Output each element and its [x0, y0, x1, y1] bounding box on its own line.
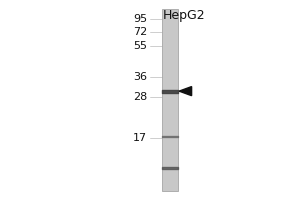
Text: HepG2: HepG2 [163, 9, 206, 22]
Text: 55: 55 [133, 41, 147, 51]
Text: 28: 28 [133, 92, 147, 102]
Text: 72: 72 [133, 27, 147, 37]
Text: 17: 17 [133, 133, 147, 143]
Polygon shape [179, 87, 192, 96]
Text: 36: 36 [133, 72, 147, 82]
Bar [162, 9, 178, 191]
Text: 95: 95 [133, 14, 147, 24]
